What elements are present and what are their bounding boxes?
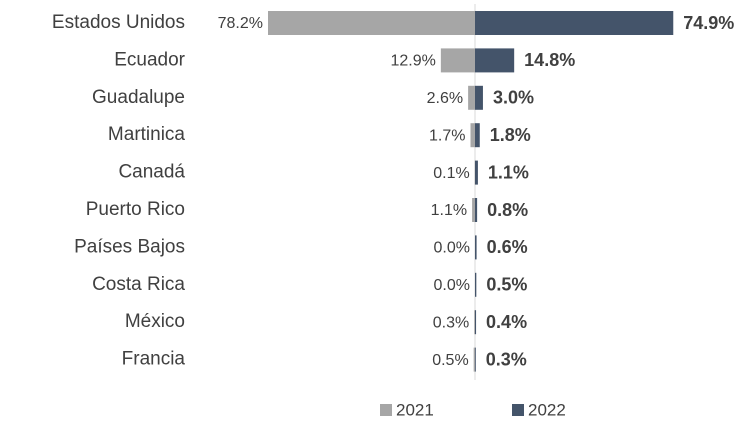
category-label: Francia	[122, 349, 186, 370]
value-label: 1.1%	[431, 202, 467, 219]
bar	[468, 85, 475, 110]
category-label: Martinica	[108, 124, 186, 145]
value-label: 0.3%	[433, 314, 469, 331]
bar	[475, 85, 483, 110]
value-label: 2.6%	[427, 90, 463, 107]
category-label: México	[125, 311, 185, 332]
value-label: 0.0%	[434, 240, 470, 257]
category-label: Puerto Rico	[86, 199, 185, 220]
bar	[475, 11, 674, 35]
category-label: Estados Unidos	[52, 12, 185, 33]
value-label: 14.8%	[524, 50, 575, 70]
bar	[268, 11, 475, 35]
bar	[473, 347, 475, 372]
bar	[475, 272, 477, 297]
bar	[475, 198, 478, 222]
bar	[475, 347, 476, 372]
bar	[475, 123, 480, 148]
category-label: Ecuador	[114, 49, 185, 70]
value-label: 0.5%	[486, 275, 527, 295]
value-label: 3.0%	[493, 88, 534, 108]
value-label: 0.3%	[486, 349, 527, 369]
value-label: 1.8%	[490, 125, 531, 145]
bar	[475, 160, 478, 185]
value-label: 0.6%	[487, 237, 528, 257]
category-label: Países Bajos	[74, 236, 185, 257]
bar	[440, 48, 475, 73]
legend-swatch	[380, 404, 392, 416]
value-label: 0.8%	[487, 200, 528, 220]
bar	[470, 123, 475, 148]
bar	[474, 310, 475, 335]
bar	[472, 198, 475, 222]
legend-swatch	[512, 404, 524, 416]
category-label: Canadá	[118, 162, 185, 183]
category-label: Guadalupe	[92, 87, 185, 108]
value-label: 0.1%	[433, 165, 469, 182]
value-label: 1.7%	[429, 127, 465, 144]
legend-label: 2021	[396, 400, 434, 419]
value-label: 0.5%	[432, 352, 468, 369]
value-label: 1.1%	[488, 162, 529, 182]
bar	[475, 48, 515, 73]
value-label: 74.9%	[683, 13, 734, 33]
value-label: 12.9%	[390, 53, 435, 70]
category-label: Costa Rica	[92, 274, 185, 295]
bar	[475, 235, 477, 260]
bar	[475, 310, 477, 335]
value-label: 78.2%	[218, 15, 263, 32]
legend-label: 2022	[528, 400, 566, 419]
value-label: 0.0%	[434, 277, 470, 294]
value-label: 0.4%	[486, 312, 527, 332]
